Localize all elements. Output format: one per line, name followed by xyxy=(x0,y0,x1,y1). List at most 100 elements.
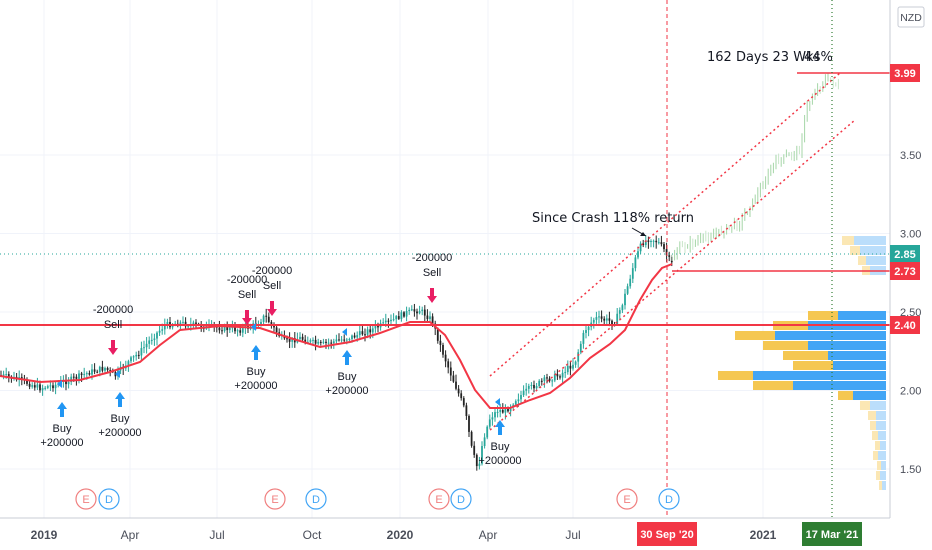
candle-body xyxy=(299,336,301,340)
earnings-marker[interactable]: E xyxy=(616,488,638,510)
sell-signal[interactable]: -200000 Sell xyxy=(93,304,133,355)
candle-body xyxy=(642,243,645,246)
candle-body xyxy=(444,354,447,362)
candle-body xyxy=(400,312,403,319)
signal-line1: Buy xyxy=(111,413,130,425)
dividend-marker[interactable]: D xyxy=(98,488,120,510)
candle-body xyxy=(67,381,70,385)
candle-body xyxy=(403,312,405,317)
candle-body xyxy=(522,390,525,396)
buy-arrow-icon xyxy=(342,350,352,365)
signal-line1: Buy xyxy=(491,441,510,453)
candle-body xyxy=(436,328,439,341)
candle-body xyxy=(158,330,161,333)
candle-body xyxy=(366,329,369,335)
candle-body xyxy=(101,366,104,371)
candle-body xyxy=(371,328,374,333)
buy-signal[interactable]: Buy +200000 xyxy=(40,380,84,449)
candle-body xyxy=(644,240,647,246)
date-badges: 30 Sep '20 17 Mar '21 xyxy=(637,522,862,546)
candle-body xyxy=(577,352,580,362)
earnings-marker[interactable]: E xyxy=(428,488,450,510)
candle-body xyxy=(514,401,517,405)
candle-body xyxy=(657,242,660,244)
buy-signal[interactable]: Buy +200000 xyxy=(478,398,522,467)
candle-body xyxy=(2,374,5,376)
candle-body xyxy=(65,380,67,385)
candle-body xyxy=(488,419,491,427)
candle-body xyxy=(98,366,101,373)
volume-profile-bar xyxy=(870,401,886,410)
event-marker-circle xyxy=(450,488,472,510)
candle-body xyxy=(356,335,359,338)
signal-line2: +200000 xyxy=(325,385,368,397)
candle-body xyxy=(621,305,624,311)
candle-body xyxy=(652,240,655,242)
channel-upper-line[interactable] xyxy=(489,72,841,377)
candle-body xyxy=(395,316,398,320)
candle-body xyxy=(452,375,455,382)
x-tick-label: Apr xyxy=(479,528,498,542)
buy-signal[interactable]: Buy +200000 xyxy=(98,370,142,439)
x-tick-label: Jul xyxy=(565,528,580,542)
buy-marker-icon xyxy=(342,328,347,336)
candle-body xyxy=(462,398,465,406)
sell-signal[interactable]: -200000 Sell xyxy=(227,274,267,325)
candle-body xyxy=(616,313,619,325)
volume-profile-bar xyxy=(753,371,886,380)
price-badge xyxy=(890,64,920,82)
candle-body xyxy=(88,373,91,375)
volume-profile-bar xyxy=(775,331,886,340)
candle-body xyxy=(234,327,236,332)
candle-body xyxy=(592,319,595,323)
dividend-marker[interactable]: D xyxy=(305,488,327,510)
candle-body xyxy=(663,244,665,250)
candle-body xyxy=(20,377,23,379)
volume-profile-bar xyxy=(878,431,886,440)
candle-body xyxy=(80,373,83,376)
candle-body xyxy=(187,326,190,328)
candle-body xyxy=(104,367,106,371)
projection-series xyxy=(671,72,839,261)
sell-arrow-icon xyxy=(242,310,252,325)
candle-body xyxy=(574,361,577,365)
signal-line2: Sell xyxy=(238,289,256,301)
candle-body xyxy=(605,318,608,321)
candle-body xyxy=(413,309,416,312)
candle-body xyxy=(494,412,496,418)
event-marker-circle xyxy=(98,488,120,510)
currency-box[interactable] xyxy=(897,6,925,28)
candle-body xyxy=(262,315,265,322)
buy-signal[interactable]: Buy +200000 xyxy=(325,328,369,397)
earnings-marker[interactable]: E xyxy=(75,488,97,510)
earnings-marker[interactable]: E xyxy=(264,488,286,510)
candle-body xyxy=(637,251,639,258)
x-tick-label: Apr xyxy=(121,528,140,542)
candle-body xyxy=(241,328,244,333)
candle-body xyxy=(423,309,426,316)
candle-body xyxy=(486,426,489,438)
candle-body xyxy=(410,309,413,311)
dividend-marker[interactable]: D xyxy=(658,488,680,510)
price-badge xyxy=(890,316,920,334)
candle-body xyxy=(460,393,463,399)
buy-arrow-icon xyxy=(115,392,125,407)
volume-profile-bar xyxy=(866,256,886,265)
sell-signal[interactable]: -200000 Sell xyxy=(412,252,452,303)
candle-body xyxy=(145,343,148,348)
candle-body xyxy=(54,384,57,389)
candle-body xyxy=(163,324,166,330)
time-axis-ticks: 2019 Apr Jul Oct 2020 Apr Jul 2021 xyxy=(31,528,777,542)
sell-signal[interactable]: -200000 Sell xyxy=(252,265,292,316)
candle-body xyxy=(221,330,223,332)
event-marker-circle xyxy=(305,488,327,510)
buy-signal[interactable]: Buy +200000 xyxy=(234,323,278,392)
candle-body xyxy=(137,354,140,356)
volume-profile-bar xyxy=(838,311,886,320)
dividend-marker[interactable]: D xyxy=(450,488,472,510)
candle-body xyxy=(325,341,327,343)
candle-body xyxy=(348,339,351,341)
event-marker-circle xyxy=(264,488,286,510)
price-badge-label: 3.99 xyxy=(894,68,915,80)
